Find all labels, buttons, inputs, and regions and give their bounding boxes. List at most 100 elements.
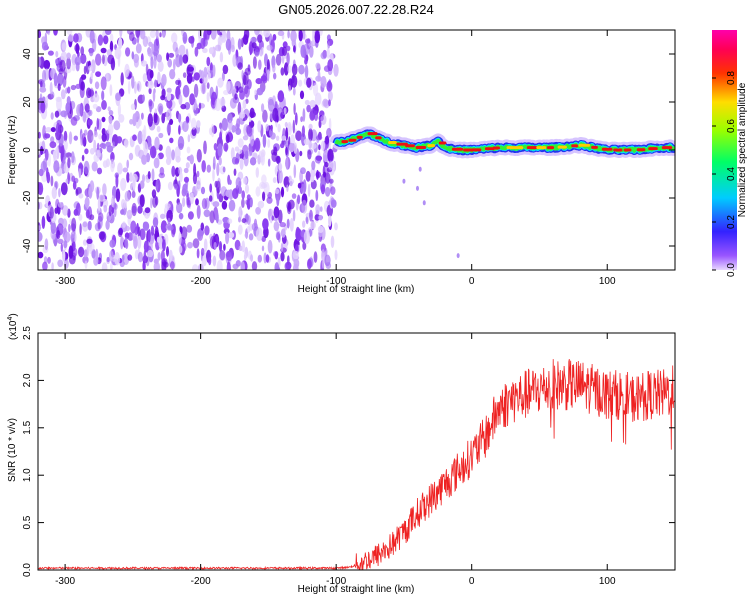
noise-blob (97, 221, 101, 230)
noise-blob (327, 148, 334, 163)
noise-blob (314, 30, 321, 44)
noise-blob (51, 262, 54, 270)
noise-blob (291, 63, 298, 76)
noise-blob (44, 133, 51, 139)
noise-blob (271, 215, 275, 221)
noise-blob (166, 99, 173, 109)
noise-blob (126, 209, 133, 220)
noise-blob (147, 229, 151, 243)
noise-blob (196, 149, 202, 163)
noise-blob (266, 44, 273, 51)
noise-blob (147, 249, 154, 258)
noise-blob (78, 213, 83, 221)
noise-blob (241, 190, 245, 200)
noise-blob (306, 104, 311, 113)
noise-blob (150, 225, 155, 236)
noise-blob (274, 262, 280, 270)
noise-blob (61, 42, 67, 51)
noise-blob (75, 43, 80, 55)
noise-blob (67, 33, 74, 42)
noise-blob (132, 134, 137, 141)
noise-blob (171, 149, 175, 161)
noise-blob (87, 220, 92, 231)
noise-blob (84, 103, 90, 113)
noise-blob (106, 145, 114, 153)
top-y-tick-label: -20 (22, 190, 33, 205)
noise-blob (160, 213, 166, 219)
noise-blob (294, 112, 298, 126)
noise-blob (302, 242, 307, 250)
noise-blob (96, 149, 101, 158)
noise-blob (232, 263, 239, 270)
noise-blob (286, 218, 290, 229)
noise-blob (262, 109, 268, 123)
noise-blob (262, 72, 268, 84)
noise-blob (73, 135, 79, 141)
noise-blob (320, 140, 326, 151)
noise-blob (300, 229, 305, 238)
noise-blob (216, 260, 223, 270)
noise-blob (95, 53, 102, 66)
noise-blob (117, 103, 121, 117)
noise-blob (47, 256, 51, 264)
noise-blob (164, 203, 171, 209)
noise-blob (265, 123, 270, 132)
noise-blob (206, 82, 210, 89)
noise-blob (257, 200, 265, 209)
noise-blob (171, 32, 178, 44)
noise-blob (242, 99, 247, 109)
noise-blob (62, 75, 67, 88)
noise-blob (157, 251, 161, 261)
noise-blob (139, 228, 146, 241)
noise-blob (166, 87, 172, 94)
noise-blob (113, 120, 121, 131)
noise-blob (154, 226, 159, 240)
noise-blob (242, 74, 247, 86)
noise-blob (274, 251, 279, 260)
noise-blob (68, 254, 76, 265)
noise-blob (283, 62, 289, 76)
noise-blob (227, 120, 233, 131)
noise-blob (244, 85, 250, 98)
noise-blob (214, 98, 222, 112)
noise-blob (203, 209, 211, 218)
top-y-tick-label: 20 (22, 96, 33, 108)
noise-blob (219, 51, 224, 63)
noise-blob (302, 108, 306, 122)
noise-blob (309, 99, 316, 108)
noise-blob (106, 49, 113, 57)
noise-blob (158, 132, 164, 139)
noise-blob (80, 81, 85, 91)
noise-blob (178, 44, 186, 56)
noise-blob (145, 63, 149, 76)
noise-blob (97, 34, 104, 46)
noise-blob (200, 186, 206, 195)
noise-blob (235, 123, 240, 131)
noise-blob (63, 231, 71, 243)
noise-blob (142, 94, 145, 103)
noise-blob (276, 232, 281, 241)
noise-blob (76, 104, 83, 117)
noise-blob (122, 167, 128, 173)
noise-blob (310, 167, 316, 178)
noise-blob (251, 261, 258, 270)
noise-blob (241, 218, 247, 224)
noise-blob (299, 150, 303, 157)
noise-blob (105, 141, 111, 147)
noise-blob (267, 239, 273, 254)
noise-blob (325, 262, 332, 269)
noise-blob (255, 186, 261, 197)
signal-stray-dot (456, 253, 460, 259)
noise-blob (89, 148, 95, 155)
noise-blob (208, 47, 214, 55)
noise-blob (160, 95, 166, 101)
bottom-x-tick-label: -300 (55, 576, 75, 587)
noise-blob (105, 30, 112, 35)
noise-blob (133, 235, 138, 249)
noise-blob (212, 168, 215, 182)
noise-blob (206, 92, 210, 103)
noise-blob (246, 194, 251, 201)
noise-blob (166, 246, 169, 257)
noise-blob (105, 220, 110, 230)
